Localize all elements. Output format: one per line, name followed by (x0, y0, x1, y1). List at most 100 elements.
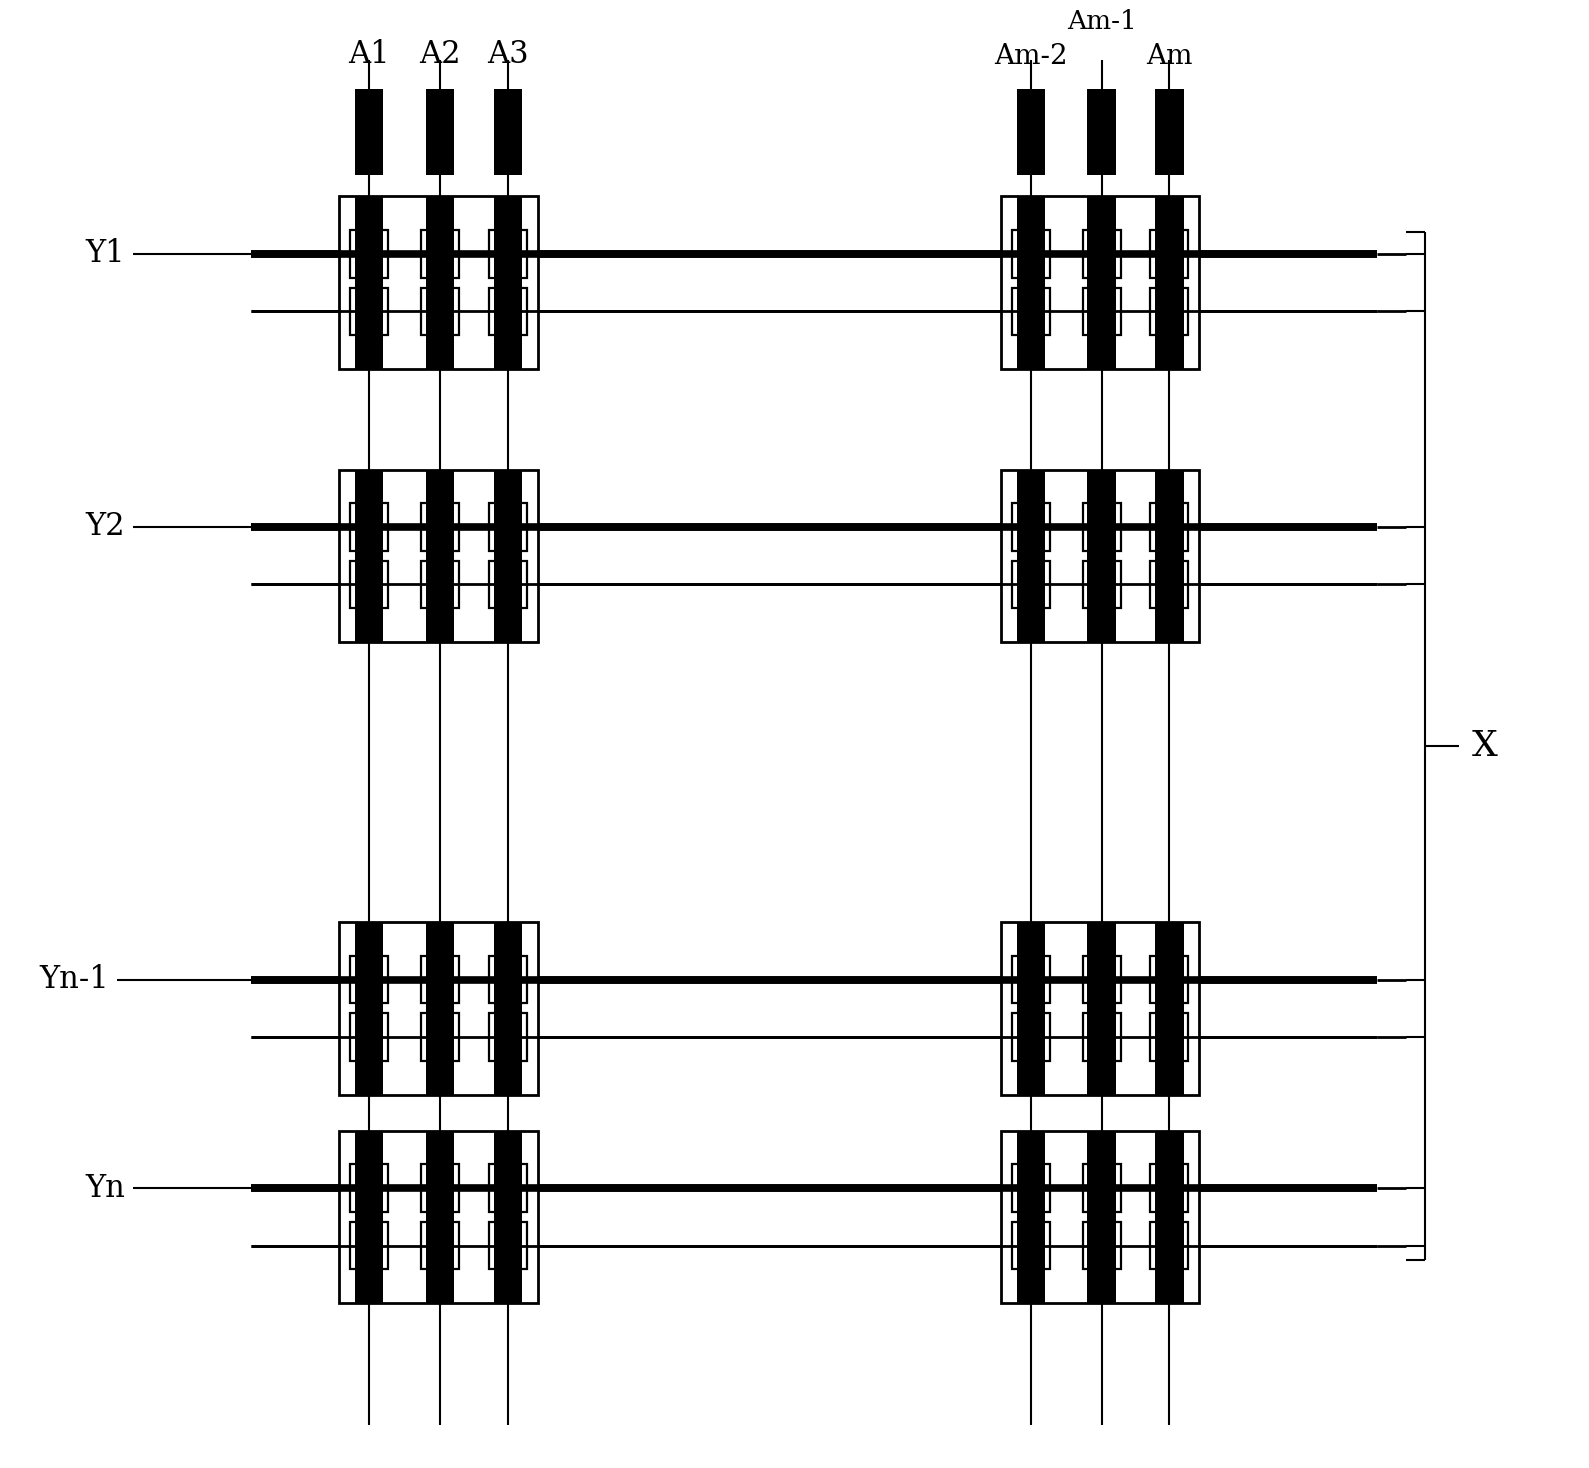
Bar (350, 1164, 388, 1211)
Bar (1082, 956, 1120, 1003)
Bar (1001, 1130, 1200, 1304)
Bar (340, 197, 537, 368)
Bar (1150, 288, 1189, 335)
Bar (354, 1130, 383, 1304)
Bar (1001, 197, 1200, 368)
Bar (1082, 504, 1120, 550)
Bar (350, 561, 388, 608)
Bar (1012, 561, 1050, 608)
Bar (426, 197, 454, 368)
Bar (421, 561, 459, 608)
Bar (421, 230, 459, 277)
Bar (1017, 922, 1046, 1095)
Text: A3: A3 (486, 40, 529, 70)
Bar (1082, 1013, 1120, 1061)
Bar (354, 922, 383, 1095)
Bar (1087, 1130, 1115, 1304)
Bar (426, 1130, 454, 1304)
Bar (494, 1130, 523, 1304)
Bar (489, 1164, 526, 1211)
Bar (489, 504, 526, 550)
Bar (494, 197, 523, 368)
Bar (354, 470, 383, 642)
Bar (340, 470, 537, 642)
Bar (350, 956, 388, 1003)
Bar (1012, 1164, 1050, 1211)
Text: Am-2: Am-2 (995, 43, 1068, 70)
Bar (1082, 1164, 1120, 1211)
Bar (1087, 88, 1115, 175)
Bar (354, 197, 383, 368)
Bar (1150, 1013, 1189, 1061)
Bar (426, 470, 454, 642)
Bar (1150, 1164, 1189, 1211)
Bar (350, 504, 388, 550)
Bar (1150, 504, 1189, 550)
Bar (1082, 288, 1120, 335)
Bar (426, 88, 454, 175)
Bar (1017, 1130, 1046, 1304)
Bar (350, 230, 388, 277)
Bar (1012, 230, 1050, 277)
Bar (354, 88, 383, 175)
Bar (1012, 956, 1050, 1003)
Bar (1155, 922, 1184, 1095)
Text: A1: A1 (348, 40, 389, 70)
Bar (494, 88, 523, 175)
Bar (1150, 561, 1189, 608)
Bar (421, 1221, 459, 1270)
Bar (1155, 197, 1184, 368)
Bar (1087, 197, 1115, 368)
Bar (1001, 922, 1200, 1095)
Bar (421, 504, 459, 550)
Text: Y2: Y2 (86, 511, 126, 543)
Bar (1012, 288, 1050, 335)
Text: A2: A2 (419, 40, 461, 70)
Text: Yn: Yn (86, 1173, 126, 1204)
Bar (421, 956, 459, 1003)
Bar (1150, 230, 1189, 277)
Bar (1001, 470, 1200, 642)
Bar (350, 288, 388, 335)
Bar (1150, 956, 1189, 1003)
Bar (340, 1130, 537, 1304)
Bar (494, 470, 523, 642)
Bar (1001, 922, 1200, 1095)
Bar (1082, 230, 1120, 277)
Bar (489, 1013, 526, 1061)
Bar (1017, 197, 1046, 368)
Text: Am: Am (1146, 43, 1193, 70)
Bar (340, 197, 537, 368)
Bar (1155, 470, 1184, 642)
Bar (1155, 1130, 1184, 1304)
Text: Am-1: Am-1 (1066, 9, 1136, 34)
Bar (489, 561, 526, 608)
Bar (1155, 88, 1184, 175)
Bar (1017, 88, 1046, 175)
Bar (1082, 1221, 1120, 1270)
Text: Y1: Y1 (86, 238, 126, 270)
Text: Yn-1: Yn-1 (40, 964, 110, 995)
Bar (489, 288, 526, 335)
Bar (1087, 470, 1115, 642)
Bar (1001, 1130, 1200, 1304)
Bar (340, 1130, 537, 1304)
Bar (489, 230, 526, 277)
Bar (340, 470, 537, 642)
Bar (1087, 922, 1115, 1095)
Bar (1001, 470, 1200, 642)
Bar (1012, 1013, 1050, 1061)
Bar (421, 1164, 459, 1211)
Bar (350, 1221, 388, 1270)
Bar (494, 922, 523, 1095)
Bar (1012, 1221, 1050, 1270)
Bar (1017, 470, 1046, 642)
Bar (1087, 88, 1115, 175)
Bar (489, 956, 526, 1003)
Bar (426, 922, 454, 1095)
Bar (340, 922, 537, 1095)
Bar (1082, 561, 1120, 608)
Bar (421, 1013, 459, 1061)
Bar (1001, 197, 1200, 368)
Bar (421, 288, 459, 335)
